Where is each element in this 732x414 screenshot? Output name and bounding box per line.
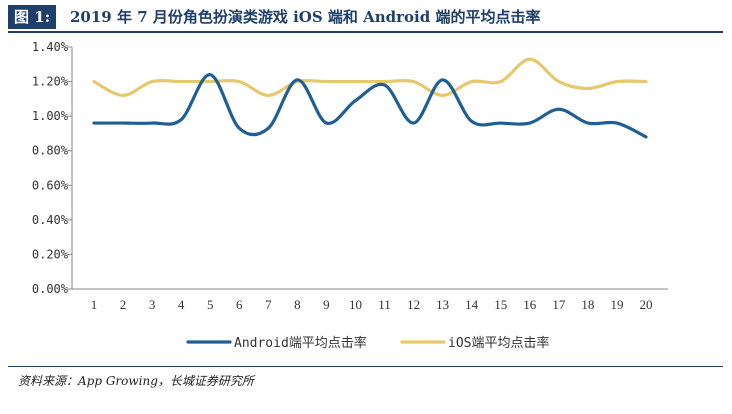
x-tick-label: 3 [149, 297, 156, 312]
y-tick-label: 0.20% [32, 247, 69, 261]
x-tick-label: 17 [552, 297, 566, 312]
figure-header: 图 1: 2019 年 7 月份角色扮演类游戏 iOS 端和 Android 端… [8, 5, 723, 33]
x-tick-label: 16 [523, 297, 537, 312]
chart-title: 2019 年 7 月份角色扮演类游戏 iOS 端和 Android 端的平均点击… [70, 8, 541, 26]
y-tick-label: 0.40% [32, 213, 69, 227]
footer-divider [8, 366, 723, 367]
y-tick-label: 0.80% [32, 144, 69, 158]
x-tick-label: 2 [120, 297, 127, 312]
line-chart: 0.00% 0.20% 0.40% 0.60% 0.80% 1.00% 1.20% 1.40%… [32, 40, 668, 351]
x-tick-label: 10 [349, 297, 362, 312]
x-tick-label: 1 [91, 297, 98, 312]
x-tick-label: 7 [265, 297, 272, 312]
x-tick-label: 20 [640, 297, 653, 312]
x-tick-label: 11 [378, 297, 391, 312]
x-tick-label: 18 [581, 297, 594, 312]
y-tick-label: 1.20% [32, 75, 69, 89]
y-tick-label: 1.40% [32, 40, 69, 54]
x-tick-label: 15 [494, 297, 507, 312]
legend-ios-label: iOS端平均点击率 [448, 335, 549, 351]
x-tick-label: 9 [323, 297, 330, 312]
x-tick-label: 13 [436, 297, 449, 312]
y-tick-label: 0.60% [32, 178, 69, 192]
series-line-android [92, 73, 648, 139]
x-tick-label: 6 [236, 297, 243, 312]
legend-android-label: Android端平均点击率 [234, 335, 367, 351]
source-note: 资料来源：App Growing，长城证券研究所 [18, 374, 254, 388]
y-tick-label: 1.00% [32, 109, 69, 123]
x-tick-label: 8 [294, 297, 301, 312]
x-tick-label: 4 [178, 297, 185, 312]
series-line-ios [92, 57, 648, 97]
x-tick-label: 14 [465, 297, 479, 312]
x-tick-label: 19 [610, 297, 623, 312]
y-tick-label: 0.00% [32, 282, 69, 296]
x-tick-label: 12 [407, 297, 420, 312]
x-tick-label: 5 [207, 297, 214, 312]
figure-label: 图 1: [8, 5, 57, 29]
